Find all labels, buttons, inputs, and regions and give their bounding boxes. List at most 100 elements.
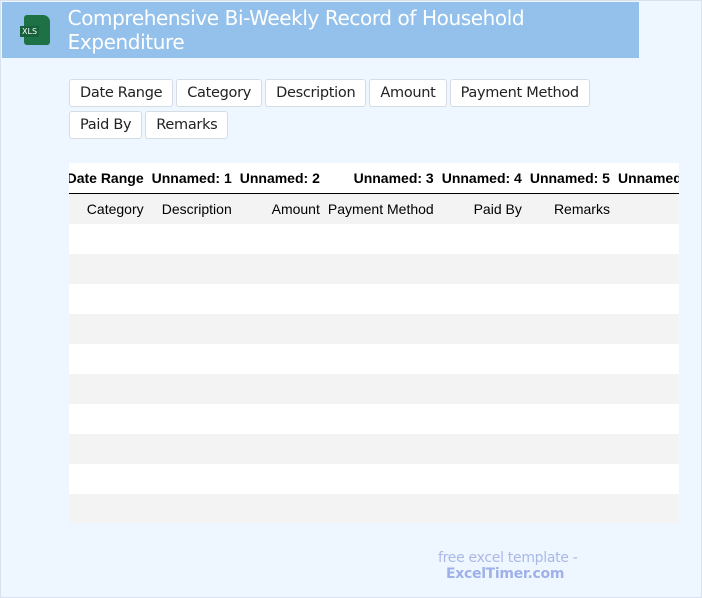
chip-payment-method[interactable]: Payment Method [449, 79, 590, 107]
table-row: 1 [69, 224, 679, 254]
table-cell [526, 464, 614, 494]
table-cell [525, 254, 614, 284]
column-header[interactable]: Unnamed: 2 [235, 163, 324, 194]
table-cell [235, 434, 324, 464]
table-cell [236, 224, 324, 254]
column-header[interactable]: Unnamed: 3 [323, 163, 438, 194]
table-cell [526, 284, 614, 314]
table-cell [69, 254, 148, 284]
table-cell [437, 314, 526, 344]
table-cell [526, 344, 614, 374]
table-cell [614, 404, 679, 434]
table-cell [525, 314, 614, 344]
table-row: 3 [69, 284, 679, 314]
table-cell [323, 494, 438, 523]
table-cell [323, 434, 438, 464]
table-cell [613, 254, 679, 284]
table-cell [525, 434, 614, 464]
table-cell [437, 494, 526, 523]
column-filter-chips: Date Range Category Description Amount P… [69, 79, 659, 139]
chip-date-range[interactable]: Date Range [69, 79, 174, 107]
subheader-cell: Paid By [437, 193, 526, 224]
table-cell [147, 314, 236, 344]
subheader-cell: Remarks [525, 193, 614, 224]
table-cell [147, 494, 236, 523]
table-row: 6 [69, 374, 679, 404]
column-header[interactable]: Date Range [69, 163, 148, 194]
column-header[interactable]: Unnamed: 1 [147, 163, 236, 194]
table-cell [614, 224, 679, 254]
table-cell [148, 464, 236, 494]
table-cell [148, 224, 236, 254]
table-row: 10 [69, 494, 679, 523]
column-header[interactable]: Unnamed: 6 [613, 163, 679, 194]
table-cell [148, 404, 236, 434]
table-cell [526, 404, 614, 434]
header-row: Date Range Unnamed: 1 Unnamed: 2 Unnamed: 3… [69, 163, 679, 194]
table-cell [324, 224, 438, 254]
subheader-cell: Category [69, 193, 148, 224]
table-cell [69, 224, 148, 254]
subheader-cell: Description [147, 193, 236, 224]
table-row: 8 [69, 434, 679, 464]
table-cell [613, 494, 679, 523]
table-cell [235, 254, 324, 284]
header-banner: XLS Comprehensive Bi-Weekly Record of Ho… [2, 2, 639, 58]
table-cell [438, 404, 526, 434]
brand-link[interactable]: ExcelTimer.com [446, 566, 565, 582]
table-cell [69, 314, 148, 344]
table-cell [438, 224, 526, 254]
chip-category[interactable]: Category [176, 79, 263, 107]
column-header[interactable]: Unnamed: 5 [525, 163, 614, 194]
table-cell [324, 344, 438, 374]
table-cell [148, 344, 236, 374]
table-cell [614, 344, 679, 374]
table-cell [147, 434, 236, 464]
table-row: 9 [69, 464, 679, 494]
data-table: Date Range Unnamed: 1 Unnamed: 2 Unnamed: 3… [69, 163, 679, 523]
table-cell [614, 464, 679, 494]
table-cell [69, 434, 148, 464]
table-cell [147, 374, 236, 404]
table-cell [69, 374, 148, 404]
footer-credit: free excel template -ExcelTimer.com [438, 550, 578, 582]
table-cell [613, 314, 679, 344]
table-cell [323, 254, 438, 284]
chip-amount[interactable]: Amount [369, 79, 447, 107]
table-cell [236, 344, 324, 374]
table-cell [236, 404, 324, 434]
table-cell [69, 284, 148, 314]
table-cell [438, 284, 526, 314]
subheader-cell: Amount [235, 193, 324, 224]
table-cell [437, 254, 526, 284]
table-cell [613, 374, 679, 404]
chip-description[interactable]: Description [265, 79, 367, 107]
table-cell [147, 254, 236, 284]
table-cell [437, 374, 526, 404]
chip-remarks[interactable]: Remarks [145, 111, 229, 139]
chip-paid-by[interactable]: Paid By [69, 111, 143, 139]
table-cell [525, 494, 614, 523]
table-cell [236, 284, 324, 314]
table-cell [323, 374, 438, 404]
table-cell [236, 464, 324, 494]
data-table-scroll[interactable]: Date Range Unnamed: 1 Unnamed: 2 Unnamed: 3… [69, 163, 679, 523]
subheader-cell [613, 193, 679, 224]
table-row: 2 [69, 254, 679, 284]
table-cell [323, 314, 438, 344]
table-cell [148, 284, 236, 314]
table-cell [438, 464, 526, 494]
table-cell [324, 464, 438, 494]
table-cell [235, 314, 324, 344]
table-cell [437, 434, 526, 464]
table-cell [438, 344, 526, 374]
column-header[interactable]: Unnamed: 4 [437, 163, 526, 194]
table-cell [526, 224, 614, 254]
table-row: 5 [69, 344, 679, 374]
table-cell [525, 374, 614, 404]
table-cell [324, 404, 438, 434]
table-cell [69, 494, 148, 523]
table-cell [69, 404, 148, 434]
table-cell [235, 374, 324, 404]
